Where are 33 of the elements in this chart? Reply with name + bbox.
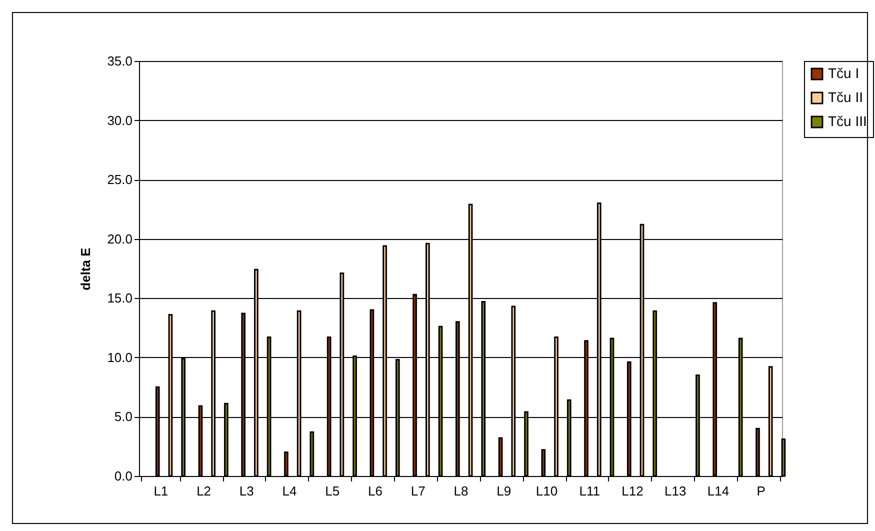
y-tick-label: 0.0 xyxy=(114,468,132,484)
legend-label: Tču III xyxy=(828,113,867,129)
bar xyxy=(310,431,314,477)
y-tick-label: 15.0 xyxy=(107,290,132,306)
x-tick-label: L6 xyxy=(368,484,382,498)
bar xyxy=(498,437,503,477)
x-tick-label: L13 xyxy=(664,484,686,498)
x-tick-label: L10 xyxy=(536,484,558,498)
x-tick-label: L8 xyxy=(454,484,468,498)
y-tick-label: 20.0 xyxy=(107,231,132,246)
y-tick-label: 10.0 xyxy=(107,350,132,365)
x-tick-label: L5 xyxy=(325,484,340,498)
y-tick-label: 30.0 xyxy=(107,112,132,128)
x-tick-label: L9 xyxy=(496,484,512,498)
y-axis-title: delta E xyxy=(78,247,94,290)
legend-label: Tču II xyxy=(828,89,864,105)
x-tick-label: L2 xyxy=(196,484,212,498)
bar xyxy=(284,452,288,477)
x-tick-label: P xyxy=(756,484,766,498)
bar xyxy=(756,428,760,477)
x-tick-label: L12 xyxy=(622,484,644,498)
x-tick-label: L1 xyxy=(154,484,168,498)
y-tick-label: 25.0 xyxy=(107,172,132,188)
x-tick-label: L14 xyxy=(707,484,730,498)
x-tick-label: L11 xyxy=(579,484,600,498)
bar xyxy=(541,449,546,477)
legend-label: Tču I xyxy=(828,65,860,81)
x-tick-label: L7 xyxy=(410,484,426,498)
bar xyxy=(781,438,786,477)
x-tick-label: L4 xyxy=(282,484,297,498)
y-tick-label: 35.0 xyxy=(107,54,132,68)
y-tick-label: 5.0 xyxy=(114,409,132,424)
x-tick-label: L3 xyxy=(239,484,254,498)
